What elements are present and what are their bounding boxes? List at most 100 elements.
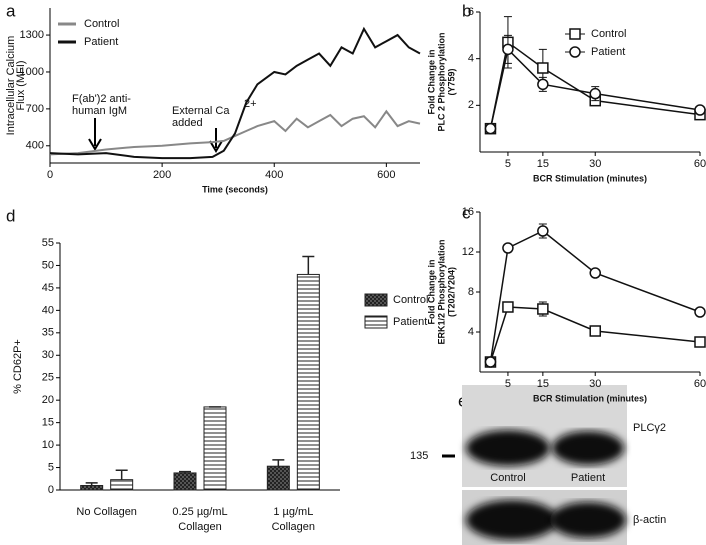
bar <box>203 406 227 491</box>
y-tick-label: 25 <box>42 372 54 384</box>
y-tick-label: 1300 <box>20 29 44 41</box>
x-axis-label: BCR Stimulation (minutes) <box>533 173 647 183</box>
legend-swatch <box>364 315 388 329</box>
x-tick-label: 60 <box>694 378 706 390</box>
y-axis-label: PLC 2 Phosphorylation <box>436 32 446 131</box>
y-tick-label: 16 <box>462 206 474 218</box>
y-tick-label: 4 <box>468 326 474 338</box>
y-tick-label: 30 <box>42 349 54 361</box>
bar <box>296 273 320 491</box>
arrow-head <box>209 140 223 153</box>
band <box>552 431 624 465</box>
marker <box>502 43 514 56</box>
x-tick-label: Collagen <box>178 521 221 533</box>
x-tick-label: Collagen <box>272 521 315 533</box>
annotation: F(ab')2 anti- <box>72 93 131 105</box>
marker <box>694 306 706 318</box>
x-tick-label: 1 µg/mL <box>273 506 313 518</box>
lane-label: Patient <box>571 472 605 484</box>
error-bar <box>85 482 98 486</box>
error-bar <box>179 470 191 473</box>
y-tick-label: 55 <box>42 237 54 249</box>
band-label: PLCγ2 <box>633 422 666 434</box>
y-tick-label: 45 <box>42 282 54 294</box>
x-axis-label: Time (seconds) <box>202 184 268 194</box>
band <box>466 430 550 466</box>
band-label: β-actin <box>633 514 666 526</box>
x-tick-label: 400 <box>265 169 283 181</box>
marker <box>589 325 601 337</box>
y-tick-label: 4 <box>468 53 474 65</box>
y-tick-label: 0 <box>48 484 54 496</box>
marker <box>537 62 549 74</box>
marker-label: 135 <box>410 450 428 462</box>
legend-label: Control <box>591 28 626 40</box>
y-axis-label: Flux (MFI) <box>15 60 27 110</box>
x-tick-label: 5 <box>505 378 511 390</box>
x-tick-label: 30 <box>589 158 601 170</box>
y-tick-label: 2 <box>468 99 474 111</box>
bar <box>110 479 134 491</box>
x-tick-label: 60 <box>694 158 706 170</box>
bar <box>173 472 197 491</box>
marker <box>502 242 514 254</box>
x-tick-label: 15 <box>537 158 549 170</box>
legend-label: Patient <box>591 46 625 58</box>
annotations: F(ab')2 anti- human IgM External Ca 2+ a… <box>72 93 257 153</box>
y-tick-label: 35 <box>42 327 54 339</box>
y-axis-label: % CD62P+ <box>12 339 24 394</box>
series-line <box>49 109 421 156</box>
legend-label: Control <box>84 18 119 30</box>
y-tick-label: 20 <box>42 394 54 406</box>
x-tick-label: 600 <box>377 169 395 181</box>
marker <box>694 336 706 348</box>
legend-marker <box>569 46 581 58</box>
annotation: External Ca <box>172 105 230 117</box>
bar <box>80 485 104 491</box>
marker <box>537 303 549 315</box>
error-bar <box>272 459 285 467</box>
bar <box>266 465 290 491</box>
marker <box>484 356 497 368</box>
error-bar <box>115 469 128 480</box>
x-tick-label: 30 <box>589 378 601 390</box>
marker <box>694 104 706 116</box>
panel-letter: a <box>6 1 16 20</box>
annotation: added <box>172 117 203 129</box>
y-tick-label: 700 <box>26 103 44 115</box>
band <box>550 502 626 538</box>
x-tick-label: 5 <box>505 158 511 170</box>
x-axis-label: BCR Stimulation (minutes) <box>533 393 647 403</box>
y-tick-label: 40 <box>42 304 54 316</box>
x-tick-label: 0 <box>47 169 53 181</box>
blot: e 135 Control Patient PLCγ2 β-actin <box>410 385 666 545</box>
error-bar <box>302 255 315 275</box>
x-tick-label: 0.25 µg/mL <box>172 506 227 518</box>
y-tick-label: 6 <box>468 6 474 18</box>
series-line <box>49 26 421 160</box>
panel-letter: d <box>6 206 15 225</box>
y-tick-label: 400 <box>26 140 44 152</box>
y-tick-label: 12 <box>462 246 474 258</box>
y-axis-label: Fold Change in <box>426 50 436 115</box>
y-tick-label: 1000 <box>20 66 44 78</box>
y-tick-label: 8 <box>468 286 474 298</box>
panel-letter: b <box>462 1 471 20</box>
y-axis-label: (Y759) <box>446 68 456 95</box>
x-tick-label: 15 <box>537 378 549 390</box>
x-tick-label: 200 <box>153 169 171 181</box>
y-axis-label: (T202/Y204) <box>446 267 456 317</box>
legend-label: Control <box>393 294 428 306</box>
y-tick-label: 10 <box>42 439 54 451</box>
marker <box>537 225 549 237</box>
panel-letter: c <box>462 203 471 222</box>
y-axis-label: Fold Change in <box>426 260 436 325</box>
legend-label: Patient <box>393 316 427 328</box>
band <box>466 500 558 540</box>
y-tick-label: 15 <box>42 417 54 429</box>
y-tick-label: 50 <box>42 259 54 271</box>
legend-label: Patient <box>84 36 118 48</box>
y-axis-label: Intracellular Calcium <box>5 36 17 136</box>
marker <box>537 78 549 91</box>
